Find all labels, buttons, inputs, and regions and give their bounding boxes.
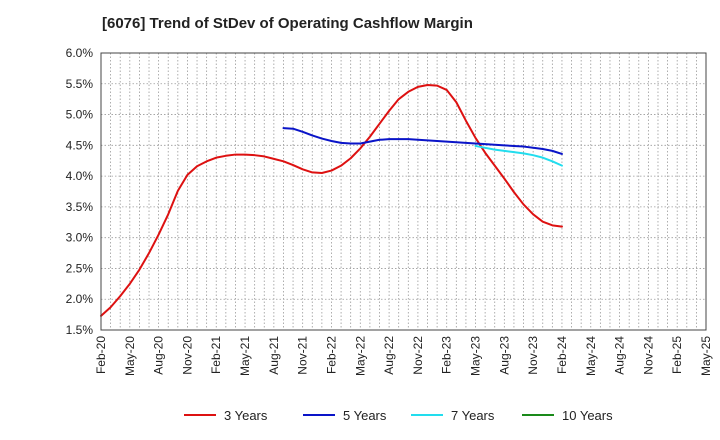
x-tick-label: May-25 <box>699 336 713 376</box>
y-tick-labels: 1.5% 2.0% 2.5% 3.0% 3.5% 4.0% 4.5% 5.0% 5.5% 6.0% <box>66 46 94 337</box>
x-tick-label: Nov-20 <box>180 336 194 375</box>
x-tick-label: Feb-20 <box>94 336 108 374</box>
x-tick-label: Nov-24 <box>641 336 655 375</box>
y-tick-label: 2.5% <box>66 261 94 275</box>
series-line-1 <box>100 84 563 317</box>
x-tick-label: Nov-21 <box>296 336 310 375</box>
y-tick-label: 5.0% <box>66 108 94 122</box>
legend-label-3: 7 Years <box>451 408 495 423</box>
y-tick-label: 4.5% <box>66 138 94 152</box>
y-tick-label: 6.0% <box>66 46 94 60</box>
x-tick-label: Feb-25 <box>670 336 684 374</box>
x-tick-label: Feb-21 <box>209 336 223 374</box>
series-lines <box>100 84 563 317</box>
legend-label-1: 3 Years <box>224 408 268 423</box>
legend-label-4: 10 Years <box>562 408 613 423</box>
y-tick-label: 1.5% <box>66 323 94 337</box>
x-tick-label: May-24 <box>584 336 598 376</box>
y-tick-label: 5.5% <box>66 77 94 91</box>
x-tick-label: Aug-21 <box>267 336 281 375</box>
plot-frame <box>100 52 707 331</box>
x-tick-label: Aug-24 <box>613 336 627 375</box>
x-tick-label: Aug-20 <box>152 336 166 375</box>
x-tick-label: May-23 <box>469 336 483 376</box>
x-tick-label: Nov-23 <box>526 336 540 375</box>
y-tick-label: 3.0% <box>66 231 94 245</box>
x-tick-labels: Feb-20 May-20 Aug-20 Nov-20 Feb-21 May-21 Aug-… <box>94 336 713 376</box>
x-tick-label: Feb-22 <box>324 336 338 374</box>
x-tick-label: May-20 <box>123 336 137 376</box>
x-tick-label: Aug-23 <box>497 336 511 375</box>
legend-label-2: 5 Years <box>343 408 387 423</box>
x-tick-label: Feb-24 <box>555 336 569 374</box>
y-tick-label: 3.5% <box>66 200 94 214</box>
x-tick-label: May-22 <box>353 336 367 376</box>
y-tick-label: 4.0% <box>66 169 94 183</box>
x-tick-label: Aug-22 <box>382 336 396 375</box>
grid <box>101 53 706 330</box>
legend: 3 Years 5 Years 7 Years 10 Years <box>184 408 613 423</box>
y-tick-label: 2.0% <box>66 292 94 306</box>
series-line-2 <box>282 127 563 155</box>
series-line-3 <box>474 144 563 167</box>
x-tick-label: Nov-22 <box>411 336 425 375</box>
axes <box>100 52 707 331</box>
x-tick-label: May-21 <box>238 336 252 376</box>
x-tick-label: Feb-23 <box>440 336 454 374</box>
chart-title: [6076] Trend of StDev of Operating Cashf… <box>102 15 473 32</box>
